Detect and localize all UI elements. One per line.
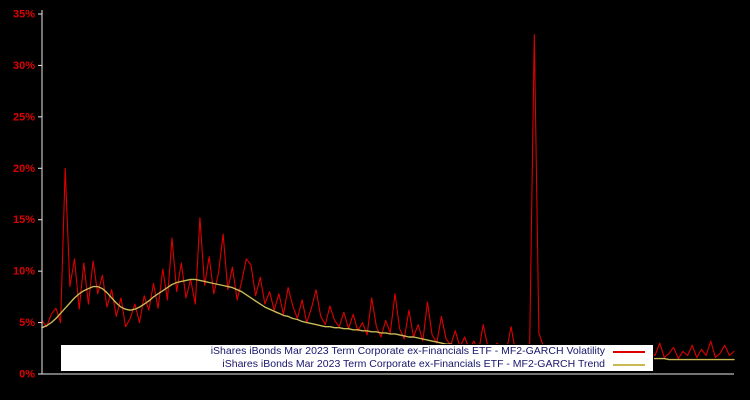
legend-line-sample-trend	[613, 363, 645, 366]
y-tick-label: 20%	[13, 163, 35, 175]
legend-item-volatility: iShares iBonds Mar 2023 Term Corporate e…	[61, 345, 653, 358]
legend-item-trend: iShares iBonds Mar 2023 Term Corporate e…	[61, 358, 653, 371]
y-tick-label: 15%	[13, 214, 35, 226]
legend-label-volatility: iShares iBonds Mar 2023 Term Corporate e…	[210, 345, 605, 357]
y-tick-label: 5%	[19, 317, 35, 329]
y-tick-label: 0%	[19, 369, 35, 381]
legend-line-sample-volatility	[613, 350, 645, 353]
legend-label-trend: iShares iBonds Mar 2023 Term Corporate e…	[222, 358, 605, 370]
legend: iShares iBonds Mar 2023 Term Corporate e…	[60, 344, 654, 372]
y-tick-label: 25%	[13, 111, 35, 123]
y-tick-label: 10%	[13, 266, 35, 278]
y-tick-label: 35%	[13, 9, 35, 21]
y-tick-label: 30%	[13, 60, 35, 72]
